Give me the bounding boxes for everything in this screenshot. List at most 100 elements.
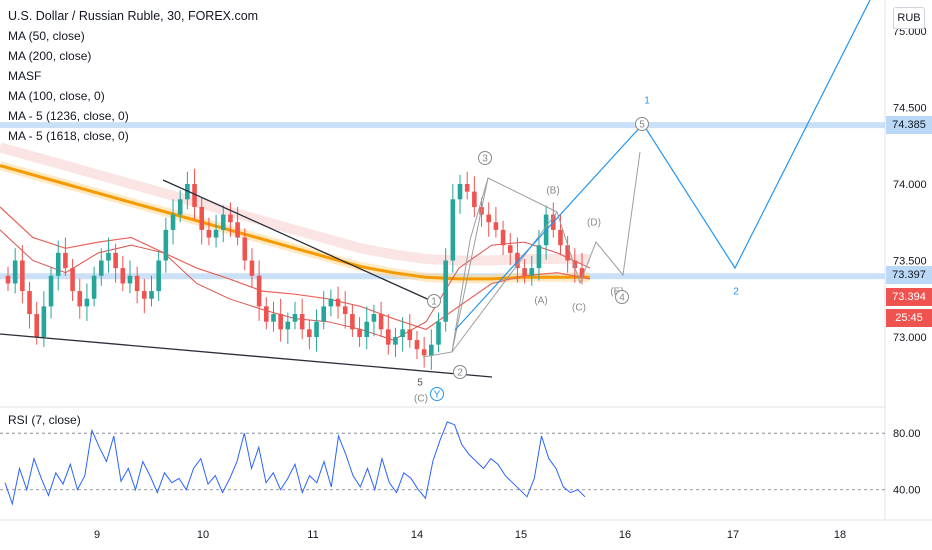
candle-body bbox=[443, 260, 448, 322]
wave-label: (B) bbox=[546, 186, 559, 197]
wave-label: 5 bbox=[639, 120, 645, 131]
horizontal-level-line bbox=[0, 122, 885, 129]
y-tick-label: 74.500 bbox=[893, 103, 927, 115]
trendline-upper bbox=[162, 179, 435, 303]
wave-label-circle bbox=[430, 387, 444, 401]
candle-body bbox=[407, 329, 413, 341]
price-label-level-top: 74.385 bbox=[886, 116, 932, 134]
candle-body bbox=[378, 314, 384, 330]
candle-body bbox=[457, 184, 463, 200]
candle-body bbox=[278, 314, 283, 330]
candle-body bbox=[12, 260, 18, 284]
candle-body bbox=[170, 214, 176, 230]
x-tick-label: 17 bbox=[727, 529, 739, 541]
candle-body bbox=[249, 260, 255, 276]
price-label-level-mid: 73.397 bbox=[886, 266, 932, 284]
price-label-countdown: 25:45 bbox=[886, 309, 932, 327]
candle-body bbox=[314, 321, 319, 337]
candle-body bbox=[357, 329, 362, 337]
candle-body bbox=[113, 252, 118, 269]
indicator-masf[interactable]: MASF bbox=[8, 69, 42, 83]
indicator-ma1618[interactable]: MA - 5 (1618, close, 0) bbox=[8, 129, 129, 143]
candle-body bbox=[307, 329, 312, 337]
wave-label-circle bbox=[478, 151, 492, 165]
candle-body bbox=[163, 229, 169, 261]
y-tick-label: 74.000 bbox=[893, 179, 927, 191]
rsi-tick-label: 40.00 bbox=[893, 485, 921, 497]
wave-label: 3 bbox=[482, 154, 488, 165]
candle-body bbox=[299, 314, 305, 330]
projection-path bbox=[454, 0, 871, 331]
wave-label: (C) bbox=[572, 303, 586, 314]
candle-body bbox=[70, 268, 75, 292]
candle-body bbox=[98, 260, 104, 276]
candle-body bbox=[565, 245, 570, 261]
currency-button[interactable]: RUB bbox=[893, 7, 925, 29]
candle-body bbox=[34, 314, 39, 337]
wave-label: (C) bbox=[414, 394, 428, 405]
wave-label-circle bbox=[427, 294, 441, 308]
candle-body bbox=[120, 268, 126, 284]
candle-body bbox=[385, 329, 391, 345]
rsi-tick-label: 80.00 bbox=[893, 428, 921, 440]
candle-body bbox=[149, 291, 154, 299]
price-label-last: 73.394 bbox=[886, 288, 932, 306]
candle-body bbox=[41, 306, 47, 337]
candle-body bbox=[220, 214, 226, 230]
candle-body bbox=[27, 291, 32, 315]
candle-body bbox=[77, 291, 83, 307]
candle-body bbox=[579, 268, 585, 277]
trendline-lower bbox=[0, 333, 493, 378]
wave-channel bbox=[451, 211, 558, 353]
x-tick-label: 15 bbox=[515, 529, 527, 541]
candle-body bbox=[500, 229, 506, 246]
indicator-ma200[interactable]: MA (200, close) bbox=[8, 49, 92, 63]
candle-body bbox=[493, 222, 499, 230]
candle-body bbox=[292, 314, 298, 322]
candle-body bbox=[5, 275, 11, 284]
candle-body bbox=[371, 314, 377, 322]
candle-body bbox=[472, 191, 477, 207]
candle-body bbox=[400, 329, 405, 337]
x-tick-label: 14 bbox=[411, 529, 423, 541]
candle-body bbox=[335, 298, 341, 307]
wave-label: (E) bbox=[610, 287, 623, 298]
candle-body bbox=[84, 298, 90, 307]
rsi-title[interactable]: RSI (7, close) bbox=[8, 413, 81, 427]
y-tick-label: 75.000 bbox=[893, 26, 927, 38]
candle-body bbox=[507, 245, 513, 253]
candle-body bbox=[20, 260, 25, 292]
candle-body bbox=[342, 306, 348, 315]
candle-body bbox=[393, 337, 398, 345]
candle-body bbox=[364, 321, 370, 337]
candle-body bbox=[350, 314, 355, 330]
candle-body bbox=[486, 214, 492, 223]
candle-body bbox=[127, 275, 133, 284]
candle-body bbox=[572, 260, 578, 269]
candle-body bbox=[177, 199, 183, 215]
symbol-title: U.S. Dollar / Russian Ruble, 30, FOREX.c… bbox=[8, 9, 259, 23]
x-tick-label: 9 bbox=[94, 529, 100, 541]
candle-body bbox=[421, 349, 427, 356]
candle-body bbox=[213, 229, 219, 238]
wave-label-circle bbox=[635, 117, 649, 131]
y-tick-label: 73.000 bbox=[893, 332, 927, 344]
indicator-ma1236[interactable]: MA - 5 (1236, close, 0) bbox=[8, 109, 129, 123]
candle-body bbox=[134, 275, 140, 292]
wave-label: (A) bbox=[534, 296, 547, 307]
wave-label: (D) bbox=[587, 218, 601, 229]
candle-body bbox=[91, 275, 97, 299]
candle-body bbox=[55, 252, 61, 276]
indicator-ma100[interactable]: MA (100, close, 0) bbox=[8, 89, 105, 103]
wave-label: 1 bbox=[644, 96, 650, 107]
indicator-ma50[interactable]: MA (50, close) bbox=[8, 29, 85, 43]
wave-label: Y bbox=[434, 390, 441, 401]
candle-body bbox=[321, 306, 326, 322]
candle-body bbox=[414, 340, 420, 350]
wave-label: 5 bbox=[417, 378, 423, 389]
candle-body bbox=[256, 275, 262, 307]
candle-body bbox=[464, 184, 470, 192]
candle-body bbox=[558, 229, 563, 246]
candle-body bbox=[264, 306, 269, 322]
